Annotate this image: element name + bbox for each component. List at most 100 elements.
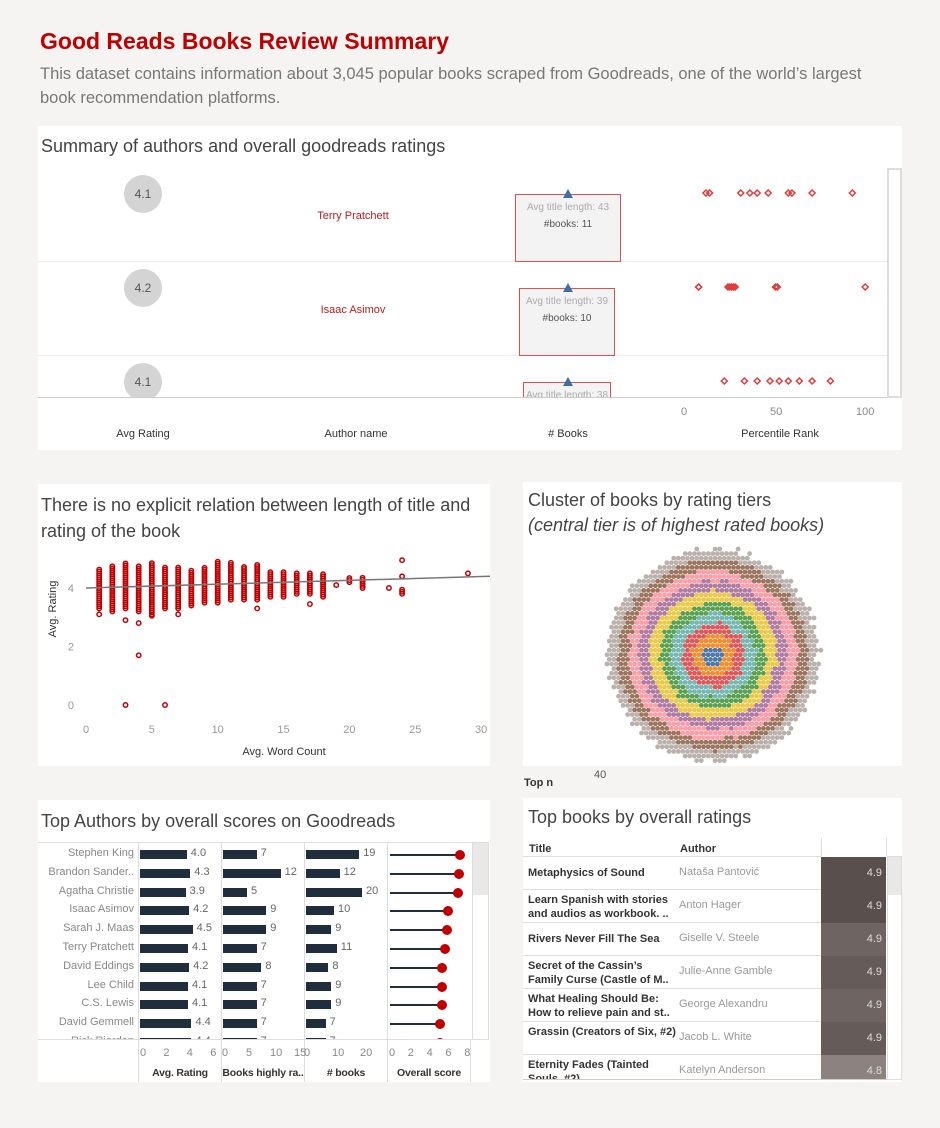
scatter-point[interactable] (320, 573, 327, 580)
cluster-dot[interactable] (687, 606, 693, 612)
cluster-dot[interactable] (652, 666, 658, 671)
cluster-dot[interactable] (682, 569, 688, 575)
cluster-dot[interactable] (793, 707, 798, 713)
cluster-dot[interactable] (673, 588, 679, 593)
cluster-dot[interactable] (620, 693, 626, 699)
cluster-dot[interactable] (646, 652, 651, 658)
cluster-dot[interactable] (816, 661, 821, 667)
cluster-dot[interactable] (703, 583, 709, 589)
cluster-dot[interactable] (625, 657, 631, 662)
cluster-dot[interactable] (634, 693, 640, 699)
cluster-dot[interactable] (719, 551, 725, 556)
cluster-dot[interactable] (678, 716, 683, 722)
cluster-dot[interactable] (680, 611, 686, 616)
cluster-dot[interactable] (701, 735, 706, 740)
cluster-dot[interactable] (749, 583, 755, 589)
scatter-point[interactable] (148, 560, 155, 567)
cluster-dot[interactable] (696, 726, 702, 731)
cluster-dot[interactable] (726, 730, 732, 736)
cluster-dot[interactable] (698, 574, 704, 579)
cluster-dot[interactable] (708, 638, 713, 644)
cluster-dot[interactable] (784, 698, 789, 704)
cluster-dot[interactable] (646, 680, 651, 685)
cluster-dot[interactable] (652, 601, 658, 607)
cluster-dot[interactable] (708, 574, 713, 579)
cluster-dot[interactable] (765, 735, 771, 740)
cluster-dot[interactable] (629, 721, 635, 727)
cluster-dot[interactable] (646, 689, 651, 694)
cluster-dot[interactable] (671, 712, 677, 717)
cluster-dot[interactable] (613, 670, 619, 676)
cluster-dot[interactable] (715, 689, 720, 694)
cluster-dot[interactable] (710, 652, 716, 658)
cluster-dot[interactable] (774, 588, 780, 593)
cluster-dot[interactable] (620, 601, 626, 607)
cluster-dot[interactable] (634, 601, 640, 607)
cluster-dot[interactable] (735, 693, 741, 699)
cluster-dot[interactable] (698, 638, 704, 644)
cluster-dot[interactable] (646, 726, 651, 731)
cluster-dot[interactable] (749, 592, 755, 598)
cluster-dot[interactable] (790, 592, 796, 598)
cluster-dot[interactable] (664, 578, 670, 584)
cluster-dot[interactable] (800, 638, 805, 644)
cluster-dot[interactable] (767, 574, 773, 579)
cluster-dot[interactable] (708, 703, 713, 708)
cluster-dot[interactable] (740, 730, 746, 736)
cluster-dot[interactable] (659, 698, 665, 704)
cluster-dot[interactable] (703, 693, 709, 699)
cluster-dot[interactable] (712, 583, 718, 589)
avg-rating-bar[interactable] (140, 1019, 192, 1029)
cluster-dot[interactable] (634, 611, 640, 616)
percentile-point[interactable] (773, 282, 782, 292)
scatter-point[interactable] (135, 563, 142, 570)
cluster-dot[interactable] (735, 583, 741, 589)
cluster-dot[interactable] (609, 652, 614, 658)
cluster-dot[interactable] (659, 578, 665, 584)
cluster-dot[interactable] (751, 597, 757, 602)
cluster-dot[interactable] (689, 611, 695, 616)
cluster-dot[interactable] (629, 712, 635, 717)
cluster-dot[interactable] (749, 675, 755, 681)
scatter-point[interactable] (175, 566, 182, 573)
cluster-dot[interactable] (726, 620, 732, 625)
cluster-dot[interactable] (754, 675, 759, 681)
cluster-dot[interactable] (754, 712, 759, 717)
cluster-dot[interactable] (751, 588, 757, 593)
cluster-dot[interactable] (781, 620, 787, 625)
cluster-dot[interactable] (701, 707, 706, 713)
cluster-dot[interactable] (735, 638, 741, 644)
cluster-dot[interactable] (694, 583, 700, 589)
cluster-dot[interactable] (659, 624, 665, 630)
cluster-dot[interactable] (694, 666, 700, 671)
cluster-dot[interactable] (767, 592, 773, 598)
cluster-dot[interactable] (802, 689, 808, 694)
cluster-dot[interactable] (804, 666, 810, 671)
cluster-dot[interactable] (701, 606, 706, 612)
cluster-dot[interactable] (636, 716, 642, 722)
cluster-dot[interactable] (754, 638, 759, 644)
cluster-dot[interactable] (641, 689, 647, 694)
books-highly-rated-bar[interactable] (223, 868, 281, 878)
cluster-dot[interactable] (662, 703, 667, 708)
summary-row[interactable]: 4.2 Isaac Asimov Avg title length: 39 #book… (38, 262, 887, 356)
cluster-dot[interactable] (724, 689, 729, 694)
cluster-dot[interactable] (710, 698, 716, 704)
cluster-dot[interactable] (698, 712, 704, 717)
cluster-dot[interactable] (659, 744, 665, 750)
cluster-dot[interactable] (735, 611, 741, 616)
cluster-dot[interactable] (751, 670, 757, 676)
cluster-dot[interactable] (726, 629, 732, 635)
cluster-dot[interactable] (724, 698, 729, 704)
cluster-dot[interactable] (767, 666, 773, 671)
cluster-dot[interactable] (659, 634, 665, 639)
cluster-dot[interactable] (685, 684, 690, 690)
cluster-dot[interactable] (694, 684, 700, 690)
cluster-dot[interactable] (721, 758, 727, 763)
cluster-dot[interactable] (788, 578, 794, 584)
cluster-dot[interactable] (721, 712, 727, 717)
cluster-dot[interactable] (724, 578, 729, 584)
cluster-dot[interactable] (749, 647, 755, 653)
cluster-dot[interactable] (797, 643, 803, 648)
cluster-dot[interactable] (648, 666, 654, 671)
